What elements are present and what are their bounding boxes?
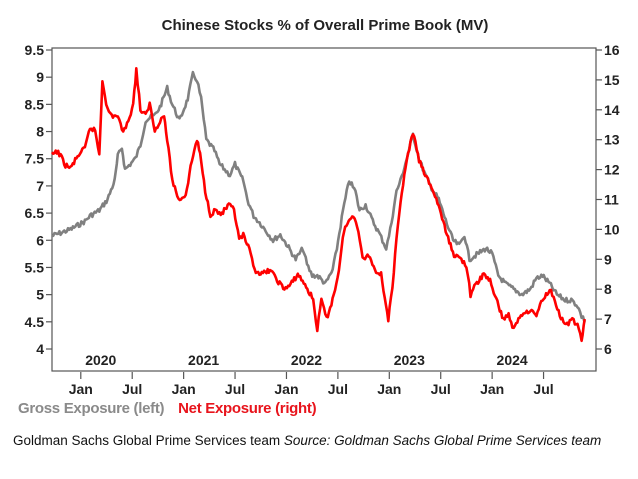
left-tick-label: 9 <box>36 69 44 85</box>
right-tick-label: 8 <box>604 281 612 297</box>
right-tick-label: 9 <box>604 251 612 267</box>
year-label: 2024 <box>497 352 528 368</box>
right-y-axis: 16 15 14 13 12 11 10 9 8 7 6 <box>596 42 620 357</box>
right-tick-label: 15 <box>604 72 620 88</box>
x-tick-label: Jul <box>225 381 245 397</box>
legend-gross-exposure: Gross Exposure (left) <box>18 400 165 417</box>
year-label: 2021 <box>188 352 219 368</box>
net-exposure-line <box>50 67 586 343</box>
x-tick-label: Jan <box>480 381 504 397</box>
left-tick-label: 4.5 <box>25 314 45 330</box>
x-tick-label: Jan <box>69 381 93 397</box>
chart: Chinese Stocks % of Overall Prime Book (… <box>25 17 620 397</box>
x-tick-label: Jul <box>533 381 553 397</box>
gross-exposure-line <box>51 70 586 324</box>
year-label: 2023 <box>394 352 425 368</box>
right-tick-label: 12 <box>604 162 620 178</box>
left-tick-label: 4 <box>36 341 44 357</box>
left-tick-label: 7 <box>36 178 44 194</box>
x-tick-label: Jan <box>274 381 298 397</box>
series-layer <box>50 67 586 343</box>
right-tick-label: 6 <box>604 341 612 357</box>
right-tick-label: 7 <box>604 311 612 327</box>
year-label: 2022 <box>291 352 322 368</box>
x-tick-label: Jul <box>328 381 348 397</box>
plot-border <box>51 47 597 372</box>
left-tick-label: 5 <box>36 287 44 303</box>
legend: Gross Exposure (left) Net Exposure (righ… <box>18 400 317 417</box>
right-tick-label: 10 <box>604 221 620 237</box>
left-tick-label: 6 <box>36 232 44 248</box>
left-tick-label: 8 <box>36 124 44 140</box>
left-tick-label: 6.5 <box>25 205 45 221</box>
right-tick-label: 13 <box>604 132 620 148</box>
plot-frame <box>51 47 597 372</box>
left-tick-label: 8.5 <box>25 96 45 112</box>
left-tick-label: 9.5 <box>25 42 45 58</box>
source-caption: Goldman Sachs Global Prime Services team… <box>13 432 623 450</box>
year-label: 2020 <box>85 352 116 368</box>
right-tick-label: 14 <box>604 102 620 118</box>
x-axis: Jan Jul Jan Jul Jan Jul Jan Jul Jan Jul <box>69 372 554 397</box>
right-tick-label: 16 <box>604 42 620 58</box>
left-y-axis: 9.5 9 8.5 8 7.5 7 6.5 6 5.5 5 4.5 4 <box>25 42 52 357</box>
left-tick-label: 5.5 <box>25 259 45 275</box>
left-tick-label: 7.5 <box>25 151 45 167</box>
x-tick-label: Jul <box>431 381 451 397</box>
caption-text: Goldman Sachs Global Prime Services team <box>13 433 284 448</box>
chart-title: Chinese Stocks % of Overall Prime Book (… <box>162 17 489 34</box>
x-tick-label: Jan <box>377 381 401 397</box>
right-tick-label: 11 <box>604 192 619 208</box>
x-tick-label: Jan <box>172 381 196 397</box>
caption-source: Source: Goldman Sachs Global Prime Servi… <box>283 433 602 448</box>
year-labels: 2020 2021 2022 2023 2024 <box>85 352 528 368</box>
legend-net-exposure: Net Exposure (right) <box>178 400 317 417</box>
x-tick-label: Jul <box>122 381 142 397</box>
